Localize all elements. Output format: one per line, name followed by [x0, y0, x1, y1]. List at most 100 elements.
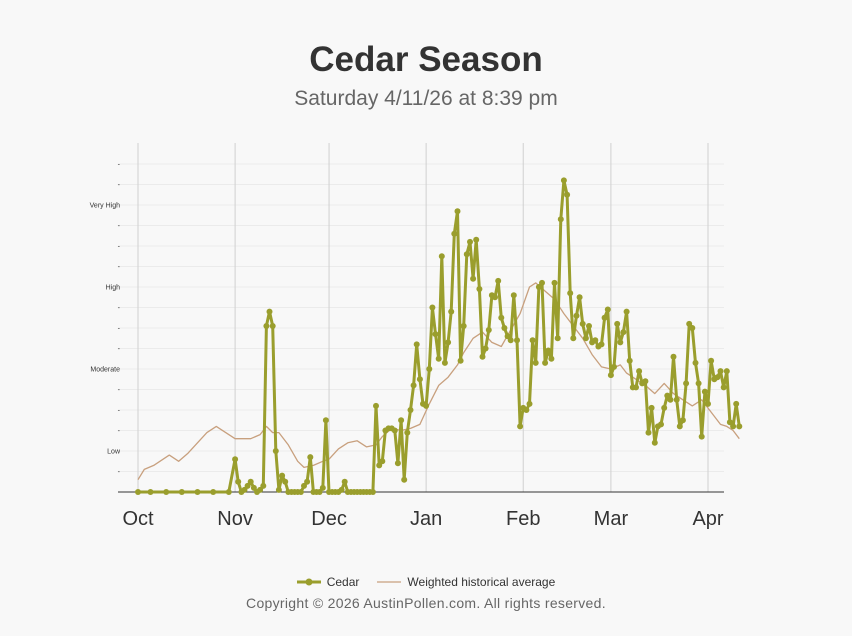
cedar-point-2026-04-01[interactable]: [705, 400, 711, 407]
cedar-point-2026-01-30[interactable]: [514, 337, 520, 344]
cedar-point-2026-03-17[interactable]: [658, 421, 664, 428]
cedar-point-2025-12-25[interactable]: [401, 476, 408, 483]
cedar-point-2026-03-01[interactable]: [607, 372, 614, 379]
cedar-point-2026-03-14[interactable]: [648, 404, 655, 411]
cedar-point-2026-01-02[interactable]: [426, 366, 433, 372]
cedar-point-2025-11-29[interactable]: [319, 484, 326, 491]
cedar-point-2025-12-06[interactable]: [341, 478, 348, 485]
cedar-point-2026-01-07[interactable]: [441, 359, 448, 366]
cedar-point-2026-03-03[interactable]: [614, 320, 621, 327]
cedar-point-2025-11-22[interactable]: [297, 489, 304, 495]
cedar-point-2025-11-05[interactable]: [244, 482, 251, 489]
cedar-point-2026-02-20[interactable]: [579, 320, 586, 327]
cedar-point-2026-01-24[interactable]: [495, 277, 502, 284]
cedar-point-2026-02-08[interactable]: [542, 359, 549, 366]
cedar-point-2026-02-21[interactable]: [582, 335, 589, 342]
cedar-point-2026-01-23[interactable]: [492, 294, 498, 301]
legend-item-historical[interactable]: Weighted historical average: [377, 575, 555, 589]
cedar-point-2025-11-16[interactable]: [279, 472, 286, 479]
cedar-point-2026-03-15[interactable]: [651, 439, 658, 446]
cedar-point-2026-02-10[interactable]: [548, 355, 555, 362]
cedar-point-2025-11-01[interactable]: [232, 456, 239, 463]
cedar-point-2026-01-18[interactable]: [476, 286, 483, 292]
cedar-point-2026-02-04[interactable]: [529, 337, 536, 344]
cedar-point-2026-01-27[interactable]: [504, 333, 511, 340]
cedar-point-2026-01-12[interactable]: [457, 357, 464, 364]
cedar-point-2025-11-02[interactable]: [235, 478, 242, 485]
cedar-point-2025-10-30[interactable]: [225, 489, 232, 495]
cedar-point-2025-11-07[interactable]: [250, 484, 257, 491]
cedar-point-2026-01-05[interactable]: [435, 355, 442, 362]
cedar-point-2026-04-11[interactable]: [736, 423, 743, 430]
cedar-point-2026-04-08[interactable]: [726, 419, 733, 426]
cedar-point-2026-03-19[interactable]: [664, 392, 671, 399]
cedar-point-2025-12-18[interactable]: [379, 458, 386, 465]
cedar-point-2026-02-12[interactable]: [554, 335, 561, 342]
cedar-point-2026-01-14[interactable]: [463, 251, 470, 258]
cedar-point-2026-01-09[interactable]: [448, 308, 455, 315]
cedar-point-2026-01-04[interactable]: [432, 331, 439, 338]
cedar-point-2026-03-28[interactable]: [692, 359, 699, 366]
cedar-point-2026-02-24[interactable]: [592, 337, 599, 344]
cedar-point-2026-04-04[interactable]: [714, 374, 721, 381]
cedar-point-2026-03-31[interactable]: [701, 388, 708, 395]
cedar-point-2026-01-25[interactable]: [498, 314, 505, 321]
cedar-point-2025-11-14[interactable]: [272, 448, 279, 454]
cedar-point-2025-12-16[interactable]: [373, 402, 379, 409]
cedar-point-2026-02-26[interactable]: [598, 341, 605, 348]
cedar-point-2026-02-07[interactable]: [539, 279, 545, 286]
cedar-point-2026-03-23[interactable]: [676, 423, 683, 430]
cedar-point-2026-01-26[interactable]: [501, 325, 508, 331]
cedar-point-2025-11-11[interactable]: [263, 323, 270, 329]
cedar-point-2026-03-22[interactable]: [673, 396, 680, 403]
cedar-point-2026-04-05[interactable]: [717, 368, 724, 375]
cedar-point-2026-03-30[interactable]: [698, 433, 705, 440]
cedar-point-2026-01-03[interactable]: [429, 304, 436, 311]
cedar-point-2026-04-09[interactable]: [730, 423, 737, 430]
cedar-point-2025-11-13[interactable]: [269, 323, 276, 329]
cedar-point-2025-10-10[interactable]: [163, 489, 170, 495]
cedar-point-2026-01-31[interactable]: [517, 423, 524, 430]
cedar-point-2026-03-20[interactable]: [667, 396, 674, 403]
cedar-point-2026-01-29[interactable]: [510, 292, 517, 299]
cedar-point-2025-11-28[interactable]: [316, 489, 323, 495]
cedar-point-2026-01-08[interactable]: [445, 339, 452, 346]
cedar-point-2025-12-23[interactable]: [394, 460, 401, 467]
cedar-point-2026-04-02[interactable]: [708, 357, 715, 364]
cedar-point-2025-12-28[interactable]: [410, 382, 417, 389]
cedar-point-2026-01-28[interactable]: [507, 337, 514, 344]
cedar-point-2025-12-05[interactable]: [338, 486, 345, 493]
cedar-point-2026-02-22[interactable]: [586, 323, 592, 329]
cedar-point-2026-02-13[interactable]: [557, 216, 564, 223]
cedar-point-2025-11-17[interactable]: [282, 478, 289, 485]
cedar-point-2026-03-18[interactable]: [661, 404, 668, 411]
cedar-point-2026-01-15[interactable]: [467, 238, 473, 245]
cedar-point-2025-12-17[interactable]: [376, 462, 383, 469]
cedar-point-2026-02-03[interactable]: [526, 400, 533, 407]
cedar-point-2026-02-02[interactable]: [523, 407, 530, 413]
cedar-point-2026-01-13[interactable]: [460, 323, 467, 329]
cedar-point-2025-10-20[interactable]: [194, 489, 201, 495]
cedar-point-2026-03-02[interactable]: [611, 363, 617, 370]
cedar-point-2025-11-15[interactable]: [275, 486, 282, 493]
cedar-point-2026-03-04[interactable]: [617, 339, 624, 346]
cedar-point-2025-10-15[interactable]: [178, 489, 185, 495]
cedar-point-2025-11-12[interactable]: [266, 308, 273, 315]
cedar-point-2026-03-27[interactable]: [689, 325, 696, 331]
cedar-point-2026-01-20[interactable]: [482, 345, 489, 352]
cedar-point-2026-02-16[interactable]: [567, 290, 574, 297]
cedar-point-2025-11-25[interactable]: [307, 454, 314, 461]
cedar-point-2025-12-22[interactable]: [391, 427, 398, 434]
cedar-point-2026-03-05[interactable]: [620, 329, 627, 336]
cedar-point-2025-12-29[interactable]: [413, 341, 420, 348]
cedar-point-2025-12-15[interactable]: [369, 489, 376, 495]
cedar-point-2026-03-25[interactable]: [683, 380, 690, 387]
cedar-point-2026-03-06[interactable]: [623, 308, 630, 315]
cedar-point-2025-11-30[interactable]: [322, 417, 329, 424]
cedar-point-2025-12-26[interactable]: [404, 429, 411, 436]
cedar-point-2025-11-06[interactable]: [247, 478, 254, 485]
cedar-point-2026-01-19[interactable]: [479, 353, 486, 360]
cedar-point-2025-11-10[interactable]: [260, 482, 267, 489]
cedar-point-2025-12-30[interactable]: [416, 376, 423, 383]
cedar-point-2026-03-21[interactable]: [670, 353, 677, 360]
